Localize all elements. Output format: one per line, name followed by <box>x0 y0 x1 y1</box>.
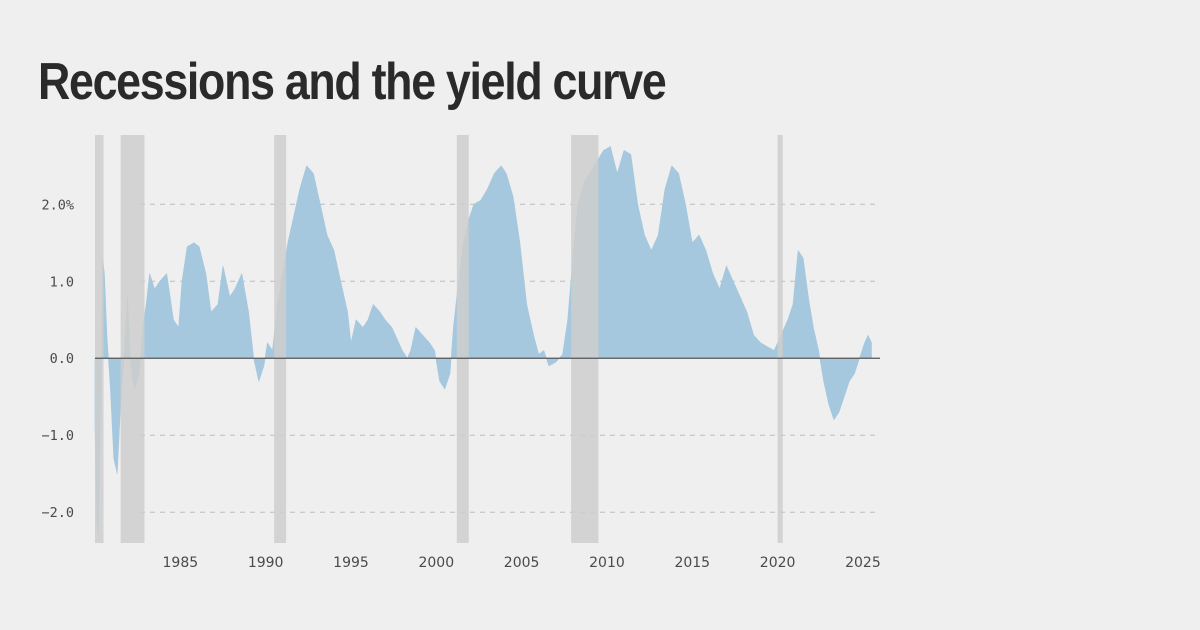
y-tick-label-3: −1.0 <box>41 428 74 444</box>
x-tick-label-2: 1995 <box>333 555 369 571</box>
y-tick-label-4: −2.0 <box>41 505 74 521</box>
x-tick-label-3: 2000 <box>418 555 454 571</box>
recession-band-4 <box>456 135 469 543</box>
y-tick-label-1: 1.0 <box>50 274 74 290</box>
x-tick-label-8: 2025 <box>845 555 881 571</box>
recession-band-6 <box>777 135 783 543</box>
recession-band-2 <box>120 135 145 543</box>
x-tick-label-7: 2020 <box>760 555 796 571</box>
x-tick-label-1: 1990 <box>248 555 284 571</box>
x-tick-label-0: 1985 <box>163 555 199 571</box>
y-tick-label-0: 2.0% <box>41 197 74 213</box>
yield-spread-area <box>94 146 872 536</box>
chart-title: Recessions and the yield curve <box>38 53 667 111</box>
x-tick-label-5: 2010 <box>589 555 625 571</box>
recession-band-3 <box>274 135 287 543</box>
recession-band-5 <box>571 135 599 543</box>
recession-band-1 <box>95 135 104 543</box>
x-tick-label-4: 2005 <box>504 555 540 571</box>
y-tick-label-2: 0.0 <box>50 351 74 367</box>
x-tick-label-6: 2015 <box>674 555 710 571</box>
